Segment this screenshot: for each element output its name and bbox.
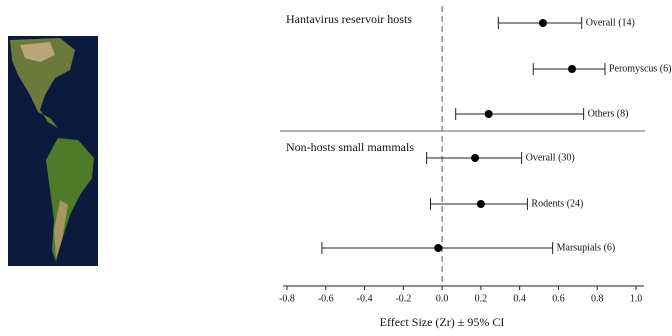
row-label: Overall (30) (526, 152, 575, 163)
figure: Effect Size (Zr) ± 95% CI -0.8 -0.6 -0.4 -0… (0, 0, 672, 336)
row-label: Rodents (24) (531, 198, 583, 209)
x-tick-label: 0.6 (552, 293, 565, 304)
row-label: Overall (14) (586, 17, 635, 28)
effect-point (568, 65, 576, 73)
x-axis-title: Effect Size (Zr) ± 95% CI (380, 315, 505, 329)
americas-map (8, 36, 98, 266)
x-tick-label: 1.0 (630, 293, 643, 304)
group-label: Hantavirus reservoir hosts (286, 12, 412, 26)
group-label: Non-hosts small mammals (286, 140, 414, 154)
x-tick-label: 0.4 (513, 293, 526, 304)
x-tick-label: -0.6 (318, 293, 334, 304)
x-tick-label: -0.4 (357, 293, 373, 304)
x-tick-label: -0.8 (279, 293, 295, 304)
x-tick-label: 0.0 (436, 293, 449, 304)
effect-point (471, 154, 479, 162)
row-label: Others (8) (588, 108, 629, 119)
x-tick-label: -0.2 (395, 293, 411, 304)
row-label: Marsupials (6) (557, 242, 616, 253)
row-label: Peromyscus (6) (609, 63, 672, 74)
effect-point (477, 200, 485, 208)
effect-point (434, 244, 442, 252)
x-tick-label: 0.2 (475, 293, 488, 304)
x-tick-label: 0.8 (591, 293, 604, 304)
page: Effect Size (Zr) ± 95% CI -0.8 -0.6 -0.4 -0… (0, 0, 672, 336)
effect-point (539, 19, 547, 27)
effect-point (485, 110, 493, 118)
